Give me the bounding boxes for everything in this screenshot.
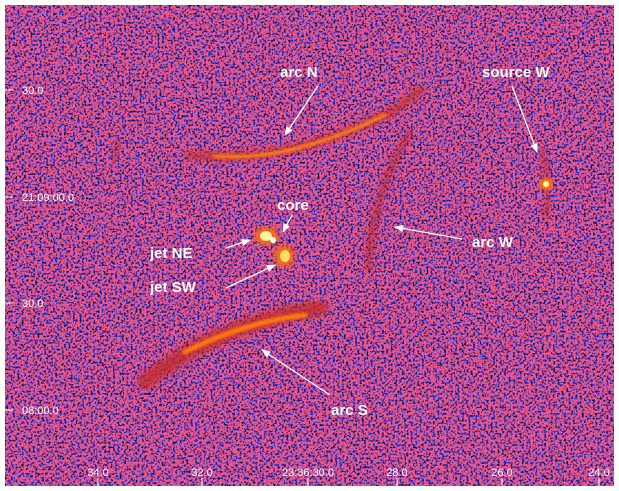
axis-labels: 34.0 32.0 23:36:30.0 28.0 26.0 24.0 30.0…: [22, 85, 610, 479]
annotation: arc S: [331, 402, 368, 419]
x-label: 23:36:30.0: [282, 467, 334, 479]
y-label: 21:09:00.0: [22, 192, 74, 204]
y-label: 08:00.0: [22, 405, 59, 417]
annotation: arc N: [280, 64, 318, 81]
ticks: [5, 89, 600, 486]
arrows: [225, 85, 538, 396]
core-jets: [254, 227, 294, 267]
annotations: arc N source W core jet NE jet SW arc W …: [149, 64, 550, 419]
x-label: 34.0: [87, 467, 108, 479]
annotation: core: [277, 197, 309, 214]
sky-image: [5, 5, 614, 486]
x-label: 24.0: [588, 467, 609, 479]
y-label: 30.0: [22, 298, 43, 310]
annotation: source W: [482, 64, 550, 81]
annotation: jet SW: [149, 279, 197, 296]
x-label: 28.0: [386, 467, 407, 479]
x-label: 32.0: [191, 467, 212, 479]
x-label: 26.0: [491, 467, 512, 479]
annotation: jet NE: [149, 245, 193, 262]
annotation: arc W: [472, 234, 514, 251]
y-label: 30.0: [22, 85, 43, 97]
